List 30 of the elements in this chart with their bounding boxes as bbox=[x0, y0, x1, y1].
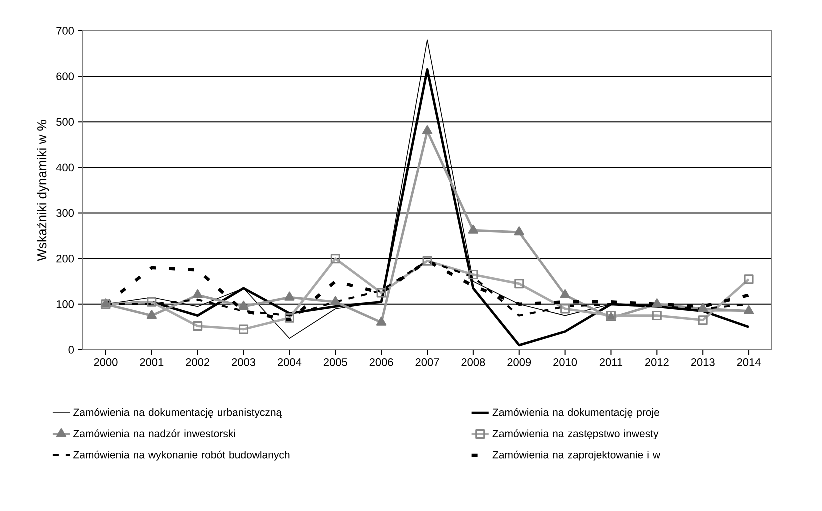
x-tick-label: 2004 bbox=[278, 358, 302, 366]
x-tick-label: 2011 bbox=[600, 358, 623, 366]
y-tick-label: 600 bbox=[56, 72, 74, 80]
x-tick-label: 2008 bbox=[462, 358, 486, 366]
legend-label: Zamówienia na wykonanie robót budowlanych bbox=[74, 450, 290, 461]
y-tick-label: 400 bbox=[56, 164, 74, 172]
y-tick-label: 0 bbox=[68, 346, 74, 354]
y-tick-label: 100 bbox=[56, 300, 74, 308]
x-tick-label: 2009 bbox=[508, 358, 532, 366]
x-tick-label: 2007 bbox=[416, 358, 440, 366]
x-tick-label: 2001 bbox=[140, 358, 164, 366]
y-tick-label: 300 bbox=[56, 209, 74, 218]
y-tick-label: 700 bbox=[56, 27, 74, 35]
legend-label: Zamówienia na nadzór inwestorski bbox=[74, 430, 236, 438]
y-tick-label: 500 bbox=[56, 118, 74, 126]
y-tick-label: 200 bbox=[56, 254, 74, 263]
x-tick-label: 2012 bbox=[645, 358, 669, 366]
legend-label: Zamówienia na dokumentację urbanistyczną bbox=[74, 408, 282, 418]
x-tick-label: 2005 bbox=[324, 358, 348, 366]
x-tick-label: 2002 bbox=[186, 358, 210, 366]
x-tick-label: 2003 bbox=[232, 358, 256, 366]
x-tick-label: 2010 bbox=[554, 358, 578, 366]
y-axis-title: Wskaźniki dynamiki w % bbox=[36, 120, 50, 262]
x-tick-label: 2006 bbox=[370, 358, 394, 366]
x-tick-label: 2000 bbox=[94, 358, 118, 366]
x-tick-label: 2014 bbox=[737, 358, 761, 366]
legend-label: Zamówienia na zastępstwo inwesty bbox=[492, 430, 659, 440]
legend-label: Zamówienia na zaprojektowanie i w bbox=[492, 450, 661, 461]
x-tick-label: 2013 bbox=[691, 358, 715, 366]
legend-label: Zamówienia na dokumentację proje bbox=[492, 408, 660, 418]
